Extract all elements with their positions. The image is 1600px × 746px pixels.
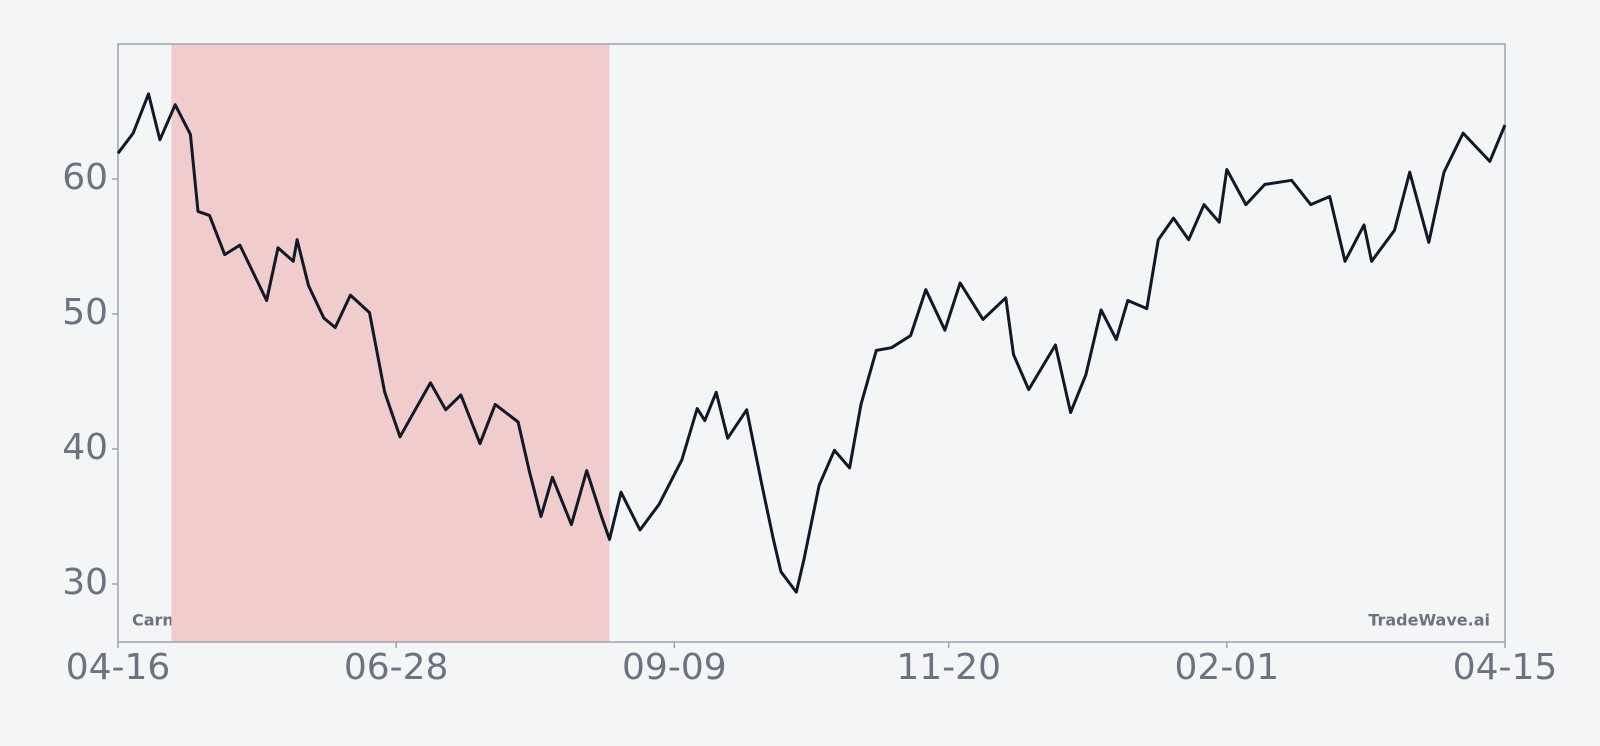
- x-tick-label: 09-09: [622, 647, 727, 688]
- x-tick-label: 04-15: [1453, 647, 1558, 688]
- y-tick-label: 30: [62, 562, 108, 603]
- plot-frame: [117, 43, 1506, 643]
- y-tick-label: 50: [62, 292, 108, 333]
- x-tick-label: 04-16: [66, 647, 171, 688]
- x-tick-label: 11-20: [896, 647, 1001, 688]
- shaded-period: [171, 44, 610, 642]
- price-line: [116, 92, 1507, 594]
- y-tick-label: 40: [62, 427, 108, 468]
- y-tick-label: 60: [62, 157, 108, 198]
- x-tick-label: 06-28: [344, 647, 449, 688]
- x-tick-label: 02-01: [1175, 647, 1280, 688]
- annotation: TradeWave.ai: [1368, 611, 1490, 630]
